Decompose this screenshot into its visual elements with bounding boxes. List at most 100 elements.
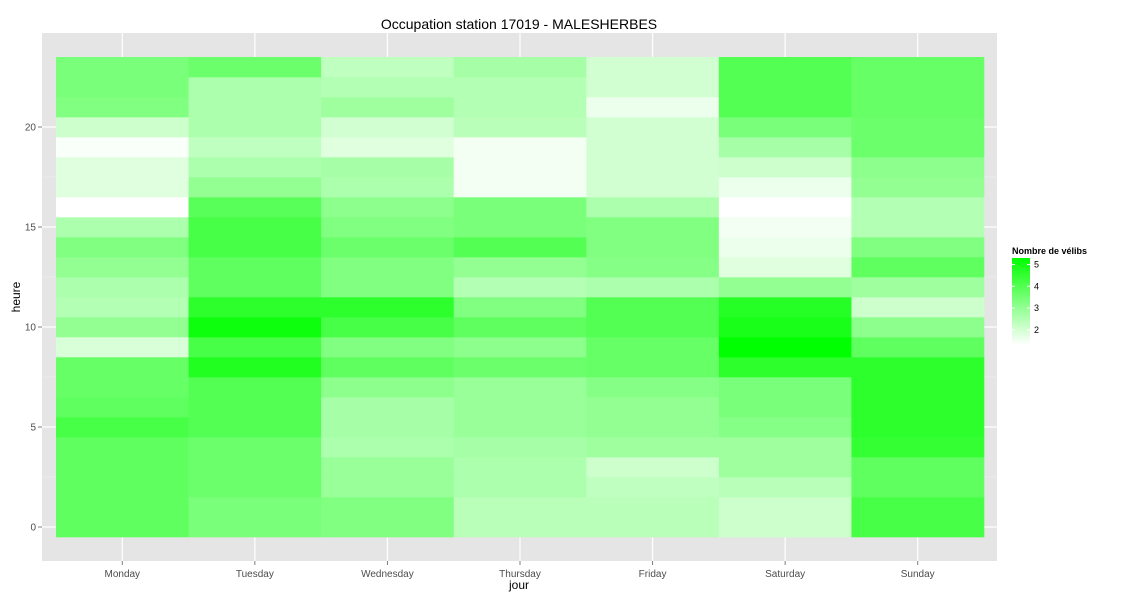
heatmap-cell <box>851 317 985 338</box>
heatmap-cell <box>56 277 189 298</box>
heatmap-cell <box>56 337 189 358</box>
heatmap-cell <box>188 77 322 98</box>
heatmap-cell <box>851 57 985 78</box>
heatmap-cell <box>586 117 720 138</box>
x-tick-label: Wednesday <box>361 569 414 580</box>
heatmap-cell <box>188 257 322 278</box>
heatmap-cell <box>188 237 322 258</box>
heatmap-cell <box>718 477 852 498</box>
heatmap-cell <box>56 397 189 418</box>
heatmap-cell <box>718 177 852 198</box>
heatmap-cell <box>188 477 322 498</box>
heatmap-cell <box>56 417 189 438</box>
legend-title: Nombre de vélibs <box>1012 246 1087 256</box>
heatmap-cell <box>321 137 455 158</box>
heatmap-cell <box>718 397 852 418</box>
heatmap-cell <box>851 77 985 98</box>
heatmap-cell <box>453 197 587 218</box>
y-tick-label: 10 <box>25 323 37 334</box>
heatmap-cell <box>188 437 322 458</box>
heatmap-cell <box>56 377 189 398</box>
heatmap-cell <box>718 217 852 238</box>
heatmap-cell <box>453 317 587 338</box>
heatmap-cell <box>586 217 720 238</box>
heatmap-cell <box>851 297 985 318</box>
heatmap-cell <box>56 197 189 218</box>
x-axis-title: jour <box>508 578 529 592</box>
heatmap-cell <box>718 137 852 158</box>
heatmap-cell <box>453 477 587 498</box>
heatmap-cell <box>851 217 985 238</box>
heatmap-cell <box>188 337 322 358</box>
heatmap-cell <box>453 377 587 398</box>
heatmap-cell <box>56 257 189 278</box>
heatmap-cell <box>56 457 189 478</box>
heatmap-cell <box>718 457 852 478</box>
heatmap-cell <box>56 317 189 338</box>
heatmap-tiles <box>56 57 985 538</box>
heatmap-cell <box>718 237 852 258</box>
heatmap-cell <box>321 157 455 178</box>
heatmap-cell <box>453 517 587 538</box>
heatmap-cell <box>188 457 322 478</box>
heatmap-cell <box>56 57 189 78</box>
heatmap-cell <box>851 437 985 458</box>
heatmap-cell <box>586 377 720 398</box>
heatmap-cell <box>453 297 587 318</box>
heatmap-cell <box>851 457 985 478</box>
heatmap-cell <box>851 117 985 138</box>
heatmap-cell <box>321 257 455 278</box>
heatmap-cell <box>586 357 720 378</box>
heatmap-cell <box>56 77 189 98</box>
heatmap-cell <box>188 317 322 338</box>
heatmap-cell <box>188 397 322 418</box>
heatmap-cell <box>321 197 455 218</box>
heatmap-cell <box>851 277 985 298</box>
heatmap-cell <box>188 277 322 298</box>
heatmap-cell <box>321 357 455 378</box>
heatmap-cell <box>586 417 720 438</box>
heatmap-cell <box>188 517 322 538</box>
heatmap-cell <box>718 497 852 518</box>
heatmap-cell <box>321 77 455 98</box>
heatmap-cell <box>453 457 587 478</box>
heatmap-cell <box>718 357 852 378</box>
heatmap-cell <box>718 517 852 538</box>
heatmap-cell <box>321 477 455 498</box>
heatmap-cell <box>586 237 720 258</box>
heatmap-cell <box>321 377 455 398</box>
heatmap-cell <box>56 477 189 498</box>
heatmap-cell <box>453 117 587 138</box>
heatmap-cell <box>56 117 189 138</box>
heatmap-cell <box>586 277 720 298</box>
heatmap-cell <box>188 497 322 518</box>
heatmap-cell <box>56 97 189 118</box>
heatmap-cell <box>188 157 322 178</box>
color-legend: Nombre de vélibs 2 3 4 5 <box>1012 246 1087 345</box>
heatmap-cell <box>188 377 322 398</box>
heatmap-cell <box>453 497 587 518</box>
heatmap-cell <box>321 117 455 138</box>
heatmap-cell <box>453 77 587 98</box>
heatmap-cell <box>56 217 189 238</box>
heatmap-cell <box>851 517 985 538</box>
heatmap-cell <box>321 517 455 538</box>
heatmap-cell <box>851 177 985 198</box>
x-tick-label: Monday <box>104 569 140 580</box>
y-tick-label: 20 <box>25 123 37 134</box>
heatmap-cell <box>188 357 322 378</box>
heatmap-cell <box>718 157 852 178</box>
heatmap-cell <box>188 297 322 318</box>
heatmap-cell <box>321 337 455 358</box>
heatmap-cell <box>321 177 455 198</box>
heatmap-cell <box>851 397 985 418</box>
heatmap-cell <box>718 97 852 118</box>
x-tick-label: Thursday <box>499 569 541 580</box>
heatmap-cell <box>321 217 455 238</box>
heatmap-cell <box>718 57 852 78</box>
y-tick-label: 5 <box>30 423 36 434</box>
heatmap-cell <box>453 357 587 378</box>
heatmap-cell <box>188 57 322 78</box>
heatmap-cell <box>586 157 720 178</box>
heatmap-cell <box>586 497 720 518</box>
